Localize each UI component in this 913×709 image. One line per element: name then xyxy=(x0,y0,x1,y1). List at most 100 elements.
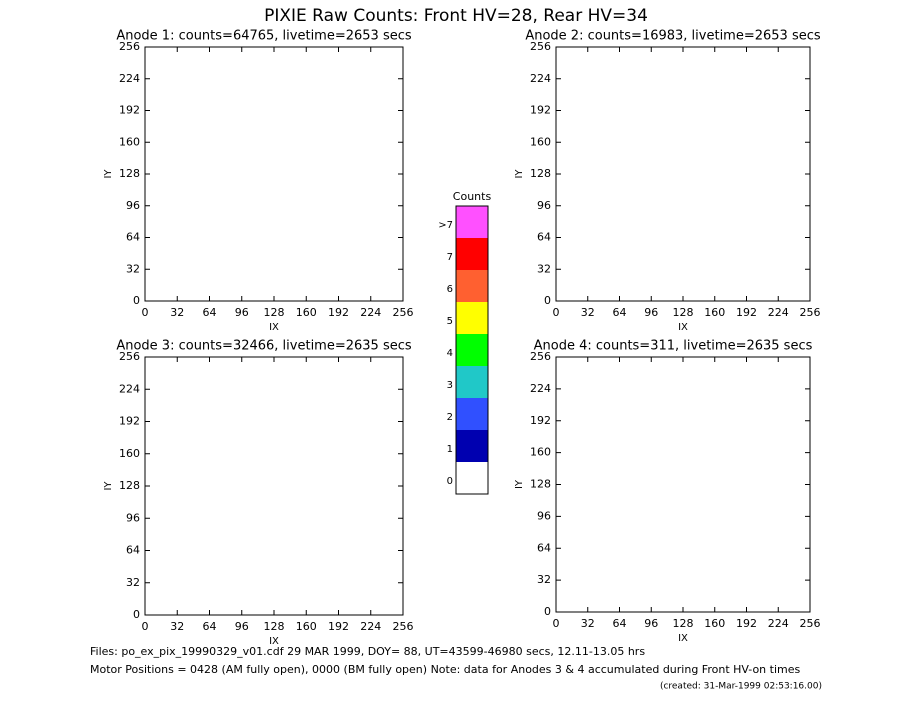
y-tick-label: 96 xyxy=(537,199,551,212)
colorbar-swatch xyxy=(456,238,488,270)
x-tick-label: 32 xyxy=(581,617,595,630)
y-tick-label: 224 xyxy=(530,72,551,85)
x-tick-label: 32 xyxy=(170,620,184,633)
x-tick-label: 32 xyxy=(170,306,184,319)
y-tick-label: 0 xyxy=(544,605,551,618)
y-tick-label: 160 xyxy=(530,446,551,459)
colorbar-label: 6 xyxy=(447,284,453,295)
panel-title: Anode 1: counts=64765, livetime=2653 sec… xyxy=(116,29,412,44)
x-tick-label: 224 xyxy=(768,617,789,630)
colorbar-label: 1 xyxy=(447,444,453,455)
x-tick-label: 96 xyxy=(235,306,249,319)
x-tick-label: 64 xyxy=(613,617,627,630)
y-tick-label: 192 xyxy=(119,415,140,428)
y-tick-label: 64 xyxy=(126,231,140,244)
x-axis-label: IX xyxy=(678,633,688,644)
x-tick-label: 64 xyxy=(203,306,217,319)
colorbar-label: 5 xyxy=(447,316,453,327)
y-tick-label: 0 xyxy=(133,294,140,307)
y-tick-label: 256 xyxy=(119,350,140,363)
x-tick-label: 64 xyxy=(613,306,627,319)
x-tick-label: 256 xyxy=(800,617,821,630)
colorbar-label: 4 xyxy=(447,348,453,359)
y-tick-label: 64 xyxy=(126,544,140,557)
x-tick-label: 0 xyxy=(553,306,560,319)
y-tick-label: 128 xyxy=(530,478,551,491)
y-tick-label: 32 xyxy=(126,262,140,275)
x-tick-label: 64 xyxy=(203,620,217,633)
x-tick-label: 128 xyxy=(264,620,285,633)
y-tick-label: 256 xyxy=(530,350,551,363)
x-tick-label: 224 xyxy=(360,306,381,319)
y-tick-label: 32 xyxy=(126,576,140,589)
x-tick-label: 32 xyxy=(581,306,595,319)
y-tick-label: 128 xyxy=(119,479,140,492)
y-axis-label: IY xyxy=(514,479,525,489)
footer-line: Files: po_ex_pix_19990329_v01.cdf 29 MAR… xyxy=(90,645,645,658)
colorbar-swatch xyxy=(456,366,488,398)
x-tick-label: 160 xyxy=(704,306,725,319)
x-tick-label: 256 xyxy=(800,306,821,319)
plot-frame xyxy=(555,356,811,613)
x-tick-label: 0 xyxy=(142,620,149,633)
panel-title: Anode 4: counts=311, livetime=2635 secs xyxy=(534,339,813,354)
colorbar-swatch xyxy=(456,398,488,430)
footer-line: Motor Positions = 0428 (AM fully open), … xyxy=(90,663,800,676)
plot-frame xyxy=(144,356,404,616)
colorbar-swatch xyxy=(456,206,488,238)
panel-title: Anode 3: counts=32466, livetime=2635 sec… xyxy=(116,339,412,354)
x-tick-label: 160 xyxy=(296,306,317,319)
x-tick-label: 96 xyxy=(644,617,658,630)
y-tick-label: 160 xyxy=(119,447,140,460)
colorbar-swatch xyxy=(456,334,488,366)
colorbar-swatch xyxy=(456,302,488,334)
x-tick-label: 192 xyxy=(328,620,349,633)
colorbar-label: >7 xyxy=(438,220,453,231)
x-tick-label: 128 xyxy=(264,306,285,319)
colorbar-swatch xyxy=(456,430,488,462)
x-tick-label: 192 xyxy=(736,306,757,319)
y-axis-label: IY xyxy=(514,169,525,179)
y-tick-label: 32 xyxy=(537,262,551,275)
colorbar-label: 0 xyxy=(447,476,453,487)
colorbar-label: 2 xyxy=(447,412,453,423)
x-axis-label: IX xyxy=(269,636,279,647)
y-tick-label: 160 xyxy=(530,135,551,148)
y-tick-label: 128 xyxy=(119,167,140,180)
y-tick-label: 128 xyxy=(530,167,551,180)
plot-frame xyxy=(144,46,404,302)
y-tick-label: 0 xyxy=(133,608,140,621)
y-tick-label: 160 xyxy=(119,135,140,148)
x-tick-label: 128 xyxy=(673,306,694,319)
y-tick-label: 96 xyxy=(126,511,140,524)
x-tick-label: 224 xyxy=(768,306,789,319)
y-tick-label: 256 xyxy=(119,40,140,53)
x-tick-label: 160 xyxy=(296,620,317,633)
x-tick-label: 192 xyxy=(328,306,349,319)
y-tick-label: 96 xyxy=(537,509,551,522)
x-tick-label: 0 xyxy=(142,306,149,319)
x-tick-label: 96 xyxy=(644,306,658,319)
x-tick-label: 96 xyxy=(235,620,249,633)
colorbar-title: Counts xyxy=(453,190,492,203)
x-tick-label: 0 xyxy=(553,617,560,630)
panel-title: Anode 2: counts=16983, livetime=2653 sec… xyxy=(525,29,821,44)
y-tick-label: 224 xyxy=(119,382,140,395)
x-axis-label: IX xyxy=(678,322,688,333)
colorbar-swatch xyxy=(456,270,488,302)
y-tick-label: 192 xyxy=(119,104,140,117)
y-tick-label: 192 xyxy=(530,104,551,117)
y-tick-label: 192 xyxy=(530,414,551,427)
x-tick-label: 128 xyxy=(673,617,694,630)
colorbar-label: 7 xyxy=(447,252,453,263)
y-tick-label: 0 xyxy=(544,294,551,307)
x-tick-label: 224 xyxy=(360,620,381,633)
x-axis-label: IX xyxy=(269,322,279,333)
y-tick-label: 32 xyxy=(537,573,551,586)
x-tick-label: 256 xyxy=(393,306,414,319)
y-tick-label: 64 xyxy=(537,541,551,554)
y-tick-label: 96 xyxy=(126,199,140,212)
x-tick-label: 256 xyxy=(393,620,414,633)
colorbar-label: 3 xyxy=(447,380,453,391)
